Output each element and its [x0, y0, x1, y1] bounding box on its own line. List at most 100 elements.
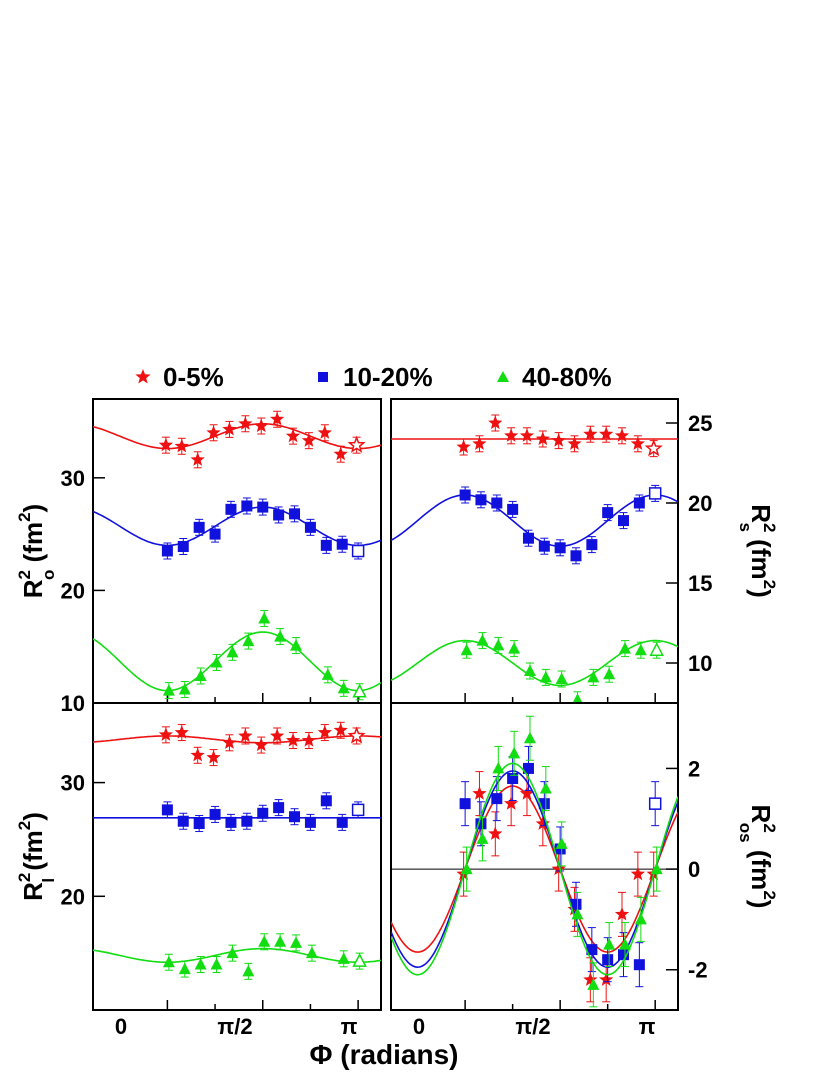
data-point-0-5% [347, 435, 366, 453]
data-point-40-80% [226, 645, 239, 658]
x-tick-label-pi-left: π [341, 1014, 358, 1039]
data-point-10-20% [459, 489, 471, 501]
data-point-10-20% [507, 503, 519, 515]
data-point-10-20% [633, 497, 645, 509]
data-point-40-80% [162, 955, 175, 968]
data-point-10-20% [257, 501, 269, 513]
series-layer [391, 715, 678, 1008]
data-point-10-20% [522, 532, 534, 544]
data-point-40-80% [539, 782, 552, 794]
data-point-0-5% [270, 411, 285, 426]
data-point-10-20% [225, 503, 237, 515]
data-point-40-80% [650, 862, 663, 875]
data-point-0-5% [174, 438, 189, 453]
data-point-40-80% [555, 672, 568, 684]
data-point-40-80% [587, 670, 600, 683]
data-point-0-5% [254, 737, 269, 752]
data-point-40-80% [352, 683, 367, 698]
data-point-0-5% [347, 726, 366, 744]
data-point-0-5% [644, 439, 663, 457]
data-point-40-80% [460, 862, 473, 875]
y-tick-label: 20 [688, 491, 712, 516]
x-tick-label-0-right: 0 [413, 1014, 425, 1039]
data-point-40-80% [226, 946, 239, 959]
legend-triangle-marker [497, 371, 509, 382]
data-point-0-5% [456, 439, 471, 454]
data-point-40-80% [337, 952, 350, 964]
data-point-10-20% [586, 539, 598, 551]
fit-curve-10-20% [93, 506, 381, 547]
data-point-10-20% [648, 487, 662, 500]
data-point-40-80% [619, 642, 632, 654]
data-point-0-5% [270, 728, 285, 742]
y-tick-label: 20 [61, 578, 85, 603]
data-point-10-20% [161, 545, 173, 557]
y-tick-label: 10 [688, 651, 712, 676]
data-point-10-20% [241, 815, 253, 827]
data-point-0-5% [190, 747, 205, 762]
data-point-0-5% [301, 733, 317, 747]
fit-curve-10-20% [391, 494, 678, 547]
data-point-0-5% [317, 425, 332, 439]
data-point-0-5% [158, 437, 173, 452]
data-point-0-5% [504, 796, 519, 810]
fit-curve-40-80% [391, 762, 678, 976]
data-point-10-20% [289, 811, 301, 823]
y-tick-label: 2 [688, 756, 700, 781]
data-point-40-80% [476, 832, 489, 844]
data-point-40-80% [587, 978, 600, 990]
data-point-40-80% [508, 642, 521, 654]
data-point-0-5% [206, 425, 221, 439]
data-point-10-20% [161, 804, 173, 816]
data-point-10-20% [538, 798, 550, 810]
data-point-0-5% [238, 416, 253, 430]
data-point-0-5% [614, 428, 630, 442]
data-point-10-20% [320, 795, 332, 807]
data-point-10-20% [351, 803, 365, 817]
legend-label-10-20: 10-20% [343, 362, 433, 392]
data-point-10-20% [273, 802, 285, 814]
y-tick-label: -2 [688, 958, 708, 983]
data-point-0-5% [567, 436, 582, 450]
data-point-0-5% [333, 446, 348, 461]
data-point-10-20% [507, 772, 519, 784]
data-point-10-20% [633, 959, 645, 971]
data-point-10-20% [554, 843, 566, 855]
fit-curve-40-80% [93, 631, 381, 692]
x-tick-label-pi-right: π [639, 1014, 656, 1039]
panel-frame [390, 702, 679, 1011]
panel-top-right: 10 15 20 25 R2s (fm2) [390, 398, 779, 704]
data-point-0-5% [599, 972, 614, 986]
data-point-0-5% [472, 436, 487, 450]
data-point-40-80% [274, 935, 287, 947]
series-layer [391, 414, 678, 703]
data-point-10-20% [273, 509, 285, 521]
data-point-10-20% [554, 542, 566, 554]
legend-item-40-80: 40-80% [497, 362, 612, 392]
data-point-10-20% [522, 762, 534, 774]
data-point-10-20% [193, 521, 205, 533]
data-point-0-5% [504, 428, 519, 442]
data-point-10-20% [351, 544, 365, 558]
legend-item-0-5: 0-5% [135, 362, 224, 392]
data-point-10-20% [586, 944, 598, 956]
y-tick-label: 0 [688, 857, 700, 882]
data-point-0-5% [222, 421, 237, 436]
legend-label-0-5: 0-5% [163, 362, 224, 392]
data-point-40-80% [242, 634, 255, 647]
data-point-40-80% [274, 630, 287, 642]
series-layer [93, 721, 381, 980]
data-point-40-80% [258, 935, 271, 947]
data-point-0-5% [301, 433, 317, 447]
legend-label-40-80: 40-80% [522, 362, 612, 392]
data-point-10-20% [491, 497, 503, 509]
data-point-40-80% [555, 837, 568, 849]
data-point-10-20% [209, 528, 221, 540]
data-point-40-80% [210, 655, 223, 668]
data-point-10-20% [336, 538, 348, 550]
data-point-0-5% [583, 972, 598, 986]
data-point-0-5% [488, 826, 503, 840]
data-point-40-80% [523, 664, 536, 676]
y-tick-label: 30 [61, 466, 85, 491]
